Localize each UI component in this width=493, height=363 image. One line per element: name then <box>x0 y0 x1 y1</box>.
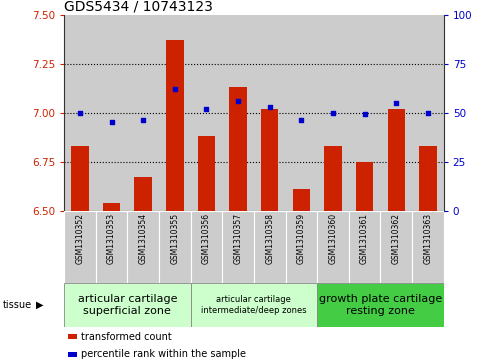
Point <box>424 110 432 115</box>
Bar <box>191 211 222 283</box>
Text: percentile rank within the sample: percentile rank within the sample <box>81 350 246 359</box>
Point <box>266 104 274 110</box>
Text: GSM1310353: GSM1310353 <box>107 213 116 264</box>
Text: articular cartilage
superficial zone: articular cartilage superficial zone <box>77 294 177 316</box>
Bar <box>412 211 444 283</box>
Bar <box>317 283 444 327</box>
Bar <box>349 211 381 283</box>
Bar <box>198 136 215 211</box>
Bar <box>68 334 77 339</box>
Point <box>361 111 369 117</box>
Bar <box>96 211 127 283</box>
Point <box>234 98 242 104</box>
Bar <box>317 15 349 211</box>
Point <box>297 118 305 123</box>
Bar <box>159 15 191 211</box>
Bar <box>64 211 96 283</box>
Bar <box>387 109 405 211</box>
Bar <box>317 211 349 283</box>
Text: GSM1310360: GSM1310360 <box>328 213 338 264</box>
Bar <box>412 15 444 211</box>
Bar <box>135 177 152 211</box>
Point <box>107 119 115 125</box>
Text: transformed count: transformed count <box>81 331 172 342</box>
Bar <box>285 15 317 211</box>
Bar <box>254 15 285 211</box>
Bar <box>261 109 279 211</box>
Text: GSM1310363: GSM1310363 <box>423 213 432 264</box>
Bar <box>71 146 89 211</box>
Bar <box>191 15 222 211</box>
Bar <box>381 15 412 211</box>
Bar <box>419 146 437 211</box>
Bar <box>254 211 285 283</box>
Bar <box>64 15 96 211</box>
Text: GSM1310358: GSM1310358 <box>265 213 274 264</box>
Bar <box>381 211 412 283</box>
Bar <box>222 15 254 211</box>
Point <box>329 110 337 115</box>
Bar <box>229 87 247 211</box>
Bar <box>64 283 191 327</box>
Bar <box>68 351 77 358</box>
Point <box>139 118 147 123</box>
Point <box>392 100 400 106</box>
Bar <box>166 40 183 211</box>
Text: GDS5434 / 10743123: GDS5434 / 10743123 <box>64 0 213 13</box>
Bar <box>127 211 159 283</box>
Text: tissue: tissue <box>2 300 32 310</box>
Text: GSM1310355: GSM1310355 <box>170 213 179 264</box>
Point <box>203 106 211 111</box>
Text: growth plate cartilage
resting zone: growth plate cartilage resting zone <box>319 294 442 316</box>
Text: GSM1310362: GSM1310362 <box>392 213 401 264</box>
Point <box>171 86 179 92</box>
Bar <box>222 211 254 283</box>
Text: GSM1310361: GSM1310361 <box>360 213 369 264</box>
Bar <box>293 189 310 211</box>
Bar <box>103 203 120 211</box>
Bar <box>127 15 159 211</box>
Text: GSM1310357: GSM1310357 <box>234 213 243 264</box>
Point <box>76 110 84 115</box>
Bar <box>324 146 342 211</box>
Text: GSM1310356: GSM1310356 <box>202 213 211 264</box>
Text: ▶: ▶ <box>35 300 43 310</box>
Text: GSM1310352: GSM1310352 <box>75 213 84 264</box>
Text: articular cartilage
intermediate/deep zones: articular cartilage intermediate/deep zo… <box>201 295 307 315</box>
Bar <box>356 162 373 211</box>
Bar <box>191 283 317 327</box>
Bar <box>159 211 191 283</box>
Bar <box>349 15 381 211</box>
Text: GSM1310359: GSM1310359 <box>297 213 306 264</box>
Bar <box>96 15 127 211</box>
Text: GSM1310354: GSM1310354 <box>139 213 148 264</box>
Bar <box>285 211 317 283</box>
